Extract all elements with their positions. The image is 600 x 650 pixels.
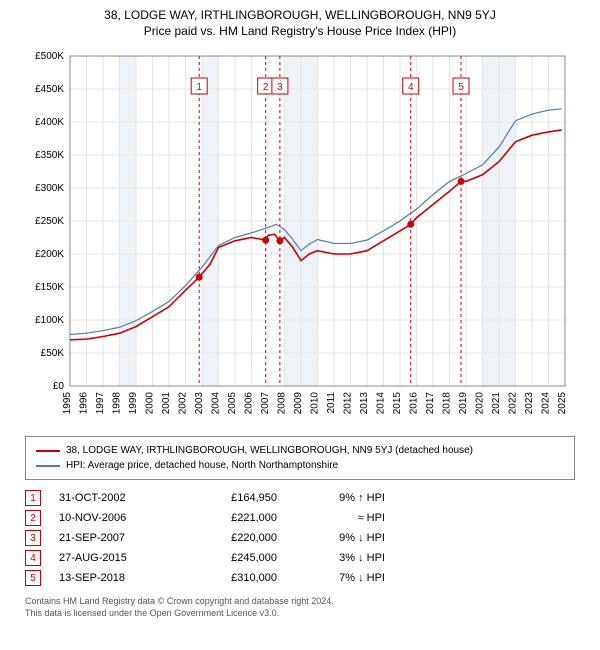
legend-label: 38, LODGE WAY, IRTHLINGBOROUGH, WELLINGB… [66,443,473,458]
transaction-price: £220,000 [187,532,277,544]
table-row: 3 21-SEP-2007 £220,000 9% ↓ HPI [25,528,575,548]
svg-text:£350K: £350K [35,150,64,161]
transaction-pct: ≈ HPI [295,512,385,524]
transaction-marker: 3 [25,530,41,546]
svg-text:2010: 2010 [310,392,321,415]
chart-area: £0 £50K £100K £150K £200K £250K £300K £350K £400… [20,46,580,426]
transactions-table: 1 31-OCT-2002 £164,950 9% ↑ HPI 2 10-NOV-2006… [25,488,575,588]
table-row: 5 13-SEP-2018 £310,000 7% ↓ HPI [25,568,575,588]
svg-text:2002: 2002 [178,392,189,415]
transaction-marker: 5 [25,570,41,586]
svg-text:2014: 2014 [376,392,387,415]
transaction-marker: 1 [25,490,41,506]
transaction-pct: 7% ↓ HPI [295,572,385,584]
legend-row: HPI: Average price, detached house, Nort… [36,458,564,473]
svg-text:2023: 2023 [524,392,535,415]
svg-text:2000: 2000 [145,392,156,415]
transaction-price: £221,000 [187,512,277,524]
svg-text:£150K: £150K [35,282,64,293]
svg-text:2022: 2022 [508,392,519,415]
transaction-date: 10-NOV-2006 [59,512,169,524]
svg-text:2007: 2007 [260,392,271,415]
svg-text:4: 4 [408,82,414,93]
transaction-pct: 3% ↓ HPI [295,552,385,564]
table-row: 2 10-NOV-2006 £221,000 ≈ HPI [25,508,575,528]
svg-text:2015: 2015 [392,392,403,415]
table-row: 4 27-AUG-2015 £245,000 3% ↓ HPI [25,548,575,568]
footer-line: This data is licensed under the Open Gov… [25,608,575,620]
svg-text:£100K: £100K [35,315,64,326]
footer-text: Contains HM Land Registry data © Crown c… [25,596,575,619]
svg-text:£500K: £500K [35,51,64,62]
svg-text:2024: 2024 [541,392,552,415]
svg-text:2021: 2021 [491,392,502,415]
transaction-date: 21-SEP-2007 [59,532,169,544]
transaction-pct: 9% ↓ HPI [295,532,385,544]
svg-text:2011: 2011 [326,392,337,414]
svg-text:1996: 1996 [79,392,90,415]
legend-label: HPI: Average price, detached house, Nort… [66,458,338,473]
transaction-price: £164,950 [187,492,277,504]
svg-text:2003: 2003 [194,392,205,415]
transaction-price: £310,000 [187,572,277,584]
legend-row: 38, LODGE WAY, IRTHLINGBOROUGH, WELLINGB… [36,443,564,458]
svg-text:5: 5 [458,82,464,93]
svg-text:2: 2 [263,82,269,93]
svg-text:£400K: £400K [35,117,64,128]
svg-text:2008: 2008 [277,392,288,415]
transaction-marker: 2 [25,510,41,526]
transaction-pct: 9% ↑ HPI [295,492,385,504]
transaction-price: £245,000 [187,552,277,564]
page-root: 38, LODGE WAY, IRTHLINGBOROUGH, WELLINGB… [0,0,600,629]
legend-swatch [36,450,60,452]
svg-text:2012: 2012 [343,392,354,415]
svg-text:2001: 2001 [161,392,172,415]
legend-box: 38, LODGE WAY, IRTHLINGBOROUGH, WELLINGB… [25,436,575,480]
svg-text:2006: 2006 [244,392,255,415]
table-row: 1 31-OCT-2002 £164,950 9% ↑ HPI [25,488,575,508]
price-chart-svg: £0 £50K £100K £150K £200K £250K £300K £350K £400… [20,46,580,426]
svg-text:£250K: £250K [35,216,64,227]
svg-text:2018: 2018 [442,392,453,415]
svg-text:2025: 2025 [557,392,568,415]
svg-text:2017: 2017 [425,392,436,415]
svg-text:2005: 2005 [227,392,238,415]
svg-text:3: 3 [277,82,283,93]
svg-text:1998: 1998 [112,392,123,415]
svg-text:1: 1 [196,82,202,93]
transaction-marker: 4 [25,550,41,566]
svg-text:2016: 2016 [409,392,420,415]
svg-text:2004: 2004 [211,392,222,415]
svg-text:£0: £0 [53,381,65,392]
legend-swatch [36,465,60,467]
svg-text:£300K: £300K [35,183,64,194]
page-title: 38, LODGE WAY, IRTHLINGBOROUGH, WELLINGB… [10,8,590,22]
svg-text:1999: 1999 [128,392,139,415]
transaction-date: 31-OCT-2002 [59,492,169,504]
svg-text:2013: 2013 [359,392,370,415]
svg-text:1997: 1997 [95,392,106,415]
svg-text:2020: 2020 [475,392,486,415]
svg-text:2009: 2009 [293,392,304,415]
svg-text:£200K: £200K [35,249,64,260]
transaction-date: 13-SEP-2018 [59,572,169,584]
svg-text:1995: 1995 [62,392,73,415]
svg-text:£50K: £50K [41,348,65,359]
svg-text:2019: 2019 [458,392,469,415]
svg-text:£450K: £450K [35,84,64,95]
footer-line: Contains HM Land Registry data © Crown c… [25,596,575,608]
transaction-date: 27-AUG-2015 [59,552,169,564]
page-subtitle: Price paid vs. HM Land Registry's House … [10,24,590,38]
